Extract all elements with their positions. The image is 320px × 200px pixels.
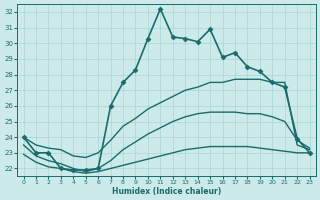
X-axis label: Humidex (Indice chaleur): Humidex (Indice chaleur) <box>112 187 221 196</box>
